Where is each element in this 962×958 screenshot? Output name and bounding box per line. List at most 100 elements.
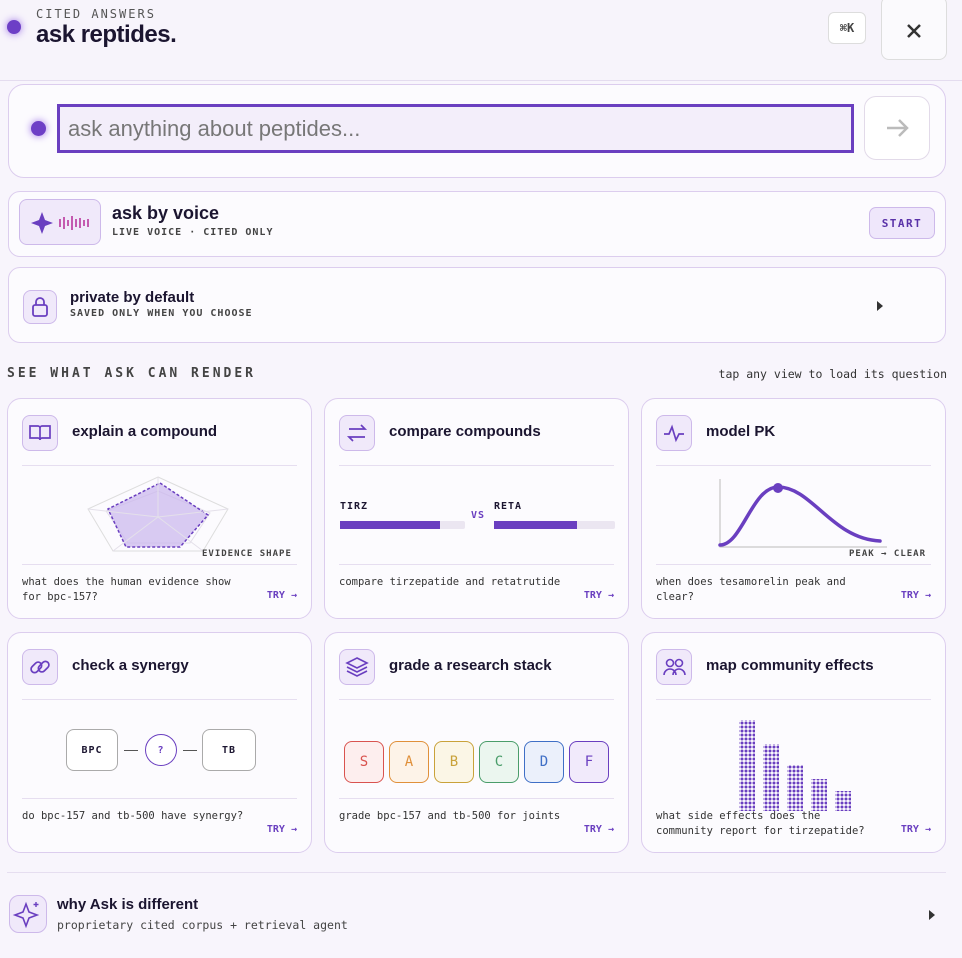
privacy-title: private by default — [70, 289, 195, 306]
people-glyph — [663, 658, 686, 676]
footer-title: why Ask is different — [57, 896, 199, 913]
chevron — [877, 301, 883, 311]
visual-label: PEAK → CLEAR — [849, 549, 927, 559]
card-icon — [656, 415, 692, 451]
dot-bars — [739, 720, 851, 811]
header — [0, 0, 962, 81]
divider — [22, 699, 297, 700]
card-title: model PK — [706, 423, 776, 440]
card-title: map community effects — [706, 657, 874, 674]
card-question: do bpc-157 and tb-500 have synergy? — [22, 810, 244, 822]
link-glyph — [30, 660, 50, 674]
divider — [656, 564, 931, 565]
try-link[interactable]: TRY → — [583, 590, 614, 601]
try-link[interactable]: TRY → — [900, 824, 931, 835]
compare-right: RETA — [494, 501, 523, 512]
voice-row — [8, 191, 946, 257]
try-link[interactable]: TRY → — [266, 590, 297, 601]
sparkle-icon — [9, 895, 47, 933]
card-icon — [656, 649, 692, 685]
card-title: check a synergy — [72, 657, 189, 674]
start-button[interactable]: START — [869, 207, 935, 239]
try-link[interactable]: TRY → — [900, 590, 931, 601]
card-icon — [339, 649, 375, 685]
card-question: when does tesamorelin peak and clear? — [656, 576, 846, 603]
card-question: what does the human evidence show for bp… — [22, 576, 231, 603]
card-question: what side effects does the community rep… — [656, 810, 865, 837]
compare-bar — [340, 521, 465, 529]
grade-chip: B — [434, 741, 474, 783]
voice-title: ask by voice — [112, 203, 220, 223]
search-input[interactable]: ask anything about peptides... — [57, 104, 854, 153]
search-dot — [31, 121, 46, 136]
grade-chip: S — [344, 741, 384, 783]
synergy-node: TB — [202, 729, 256, 771]
brand-dot — [7, 20, 21, 34]
divider — [339, 465, 614, 466]
card-icon — [22, 415, 58, 451]
divider — [22, 798, 297, 799]
divider — [339, 564, 614, 565]
sparkle-glyph — [12, 901, 40, 929]
privacy-subtitle: SAVED ONLY WHEN YOU CHOOSE — [70, 308, 253, 319]
card-question: grade bpc-157 and tb-500 for joints — [339, 810, 561, 822]
connector — [124, 750, 138, 751]
grade-chip: C — [479, 741, 519, 783]
send-icon — [887, 119, 909, 137]
eyebrow: CITED ANSWERS — [36, 7, 156, 21]
synergy-node: BPC — [66, 729, 118, 771]
book-glyph — [29, 425, 51, 441]
card-title: explain a compound — [72, 423, 218, 440]
send-button[interactable] — [864, 96, 930, 160]
privacy-row[interactable] — [8, 267, 946, 343]
section-hint: tap any view to load its question — [718, 367, 947, 381]
divider — [7, 872, 946, 873]
try-link[interactable]: TRY → — [266, 824, 297, 835]
close-button[interactable] — [881, 0, 947, 60]
shortcut[interactable]: ⌘K — [828, 12, 866, 44]
connector — [183, 750, 197, 751]
radar — [87, 476, 229, 552]
footer-row[interactable] — [0, 880, 962, 946]
visual-label: EVIDENCE SHAPE — [202, 549, 292, 559]
divider — [656, 465, 931, 466]
render-card[interactable]: explain a compound EVIDENCE SHAPE what d… — [7, 398, 312, 619]
voice-glyph — [31, 212, 89, 234]
footer-subtitle: proprietary cited corpus + retrieval age… — [57, 918, 348, 932]
pulse-glyph — [664, 424, 684, 443]
card-question: compare tirzepatide and retatrutide — [339, 576, 561, 588]
card-title: grade a research stack — [389, 657, 552, 674]
swap-glyph — [346, 424, 368, 442]
try-link[interactable]: TRY → — [583, 824, 614, 835]
divider — [339, 798, 614, 799]
divider — [22, 564, 297, 565]
divider — [339, 699, 614, 700]
render-card[interactable]: compare compounds TIRZ VS RETA compare t… — [324, 398, 629, 619]
divider — [22, 465, 297, 466]
app-title: ask reptides. — [36, 21, 177, 48]
pk-curve — [718, 479, 887, 548]
layers-glyph — [345, 657, 369, 677]
render-card[interactable]: map community effects what side effects … — [641, 632, 946, 853]
grade-chip: D — [524, 741, 564, 783]
close-icon — [907, 24, 921, 38]
grade-chip: F — [569, 741, 609, 783]
voice-subtitle: LIVE VOICE · CITED ONLY — [112, 227, 274, 238]
card-icon — [22, 649, 58, 685]
compare-left: TIRZ — [340, 501, 369, 512]
lock-icon — [23, 290, 57, 324]
compare-vs: VS — [471, 510, 486, 521]
card-icon — [339, 415, 375, 451]
render-card[interactable]: model PK PEAK → CLEAR when does tesamore… — [641, 398, 946, 619]
card-title: compare compounds — [389, 423, 541, 440]
divider — [656, 699, 931, 700]
synergy-node: ? — [145, 734, 177, 766]
section-title: SEE WHAT ASK CAN RENDER — [7, 366, 257, 381]
grade-chip: A — [389, 741, 429, 783]
render-card[interactable]: check a synergy BPC ? TB do bpc-157 and … — [7, 632, 312, 853]
voice-icon — [19, 199, 101, 245]
lock-glyph — [32, 297, 48, 317]
